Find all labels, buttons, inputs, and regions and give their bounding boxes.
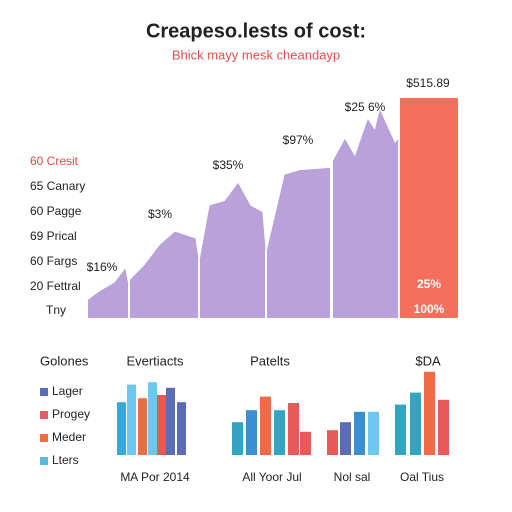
- chart-title: Patelts: [250, 353, 290, 368]
- area-fill: [88, 269, 128, 318]
- chart-subtitle: Bhick mayy mesk cheandayp: [172, 47, 340, 62]
- x-label: MA Por 2014: [120, 470, 190, 484]
- legend-label: Lager: [52, 384, 83, 398]
- legend-label: Meder: [52, 430, 86, 444]
- legend: Lager Progey Meder Lters: [40, 384, 90, 467]
- bar: [177, 402, 186, 455]
- area-fill: [333, 111, 398, 318]
- bar: [340, 422, 351, 455]
- annotation: $515.89: [406, 76, 450, 90]
- chart-title: $DA: [415, 353, 441, 368]
- bar: [300, 431, 311, 455]
- legend-label: Progey: [52, 407, 90, 421]
- chart-title: Evertiacts: [126, 353, 184, 368]
- annotation: $35%: [213, 158, 244, 172]
- bar: [148, 382, 157, 455]
- annotation: 100%: [414, 302, 445, 316]
- bar-charts: Evertiacts MA Por 2014 Patelts All Yoor Jul…: [117, 353, 449, 484]
- bar: [246, 410, 257, 455]
- x-label: All Yoor Jul: [242, 470, 301, 484]
- bar: [438, 399, 449, 455]
- legend-label: Lters: [52, 453, 79, 467]
- bar: [395, 404, 406, 455]
- row-label: 65 Canary: [30, 179, 85, 193]
- legend-swatch: [40, 434, 48, 442]
- legend-swatch: [40, 457, 48, 465]
- chart-title: Creapeso.lests of cost:: [146, 20, 366, 42]
- annotation: $25 6%: [345, 100, 386, 114]
- bar: [288, 403, 299, 455]
- x-label: Oal Tius: [400, 470, 444, 484]
- bar: [138, 398, 147, 455]
- row-label: 20 Fettral: [30, 279, 81, 293]
- bar: [354, 411, 365, 455]
- row-label: 69 Prical: [30, 229, 77, 243]
- area-fill: [200, 183, 265, 318]
- bar: [424, 371, 435, 455]
- bar: [400, 98, 458, 318]
- bar: [260, 396, 271, 455]
- x-label: Nol sal: [334, 470, 371, 484]
- area-fill: [130, 232, 198, 318]
- row-label: 60 Cresit: [30, 154, 79, 168]
- bar: [117, 402, 126, 455]
- bar: [327, 430, 338, 455]
- row-label: 60 Pagge: [30, 204, 82, 218]
- area-fill: [267, 168, 330, 318]
- annotation: $16%: [87, 260, 118, 274]
- annotation: $97%: [283, 133, 314, 147]
- annotation: $3%: [148, 207, 172, 221]
- bar: [368, 411, 379, 455]
- bar: [127, 384, 136, 455]
- annotations: $16% $3% $35% $97% $25 6% $515.89: [87, 76, 450, 274]
- row-label: Tny: [46, 303, 66, 317]
- annotation: 25%: [417, 277, 441, 291]
- legend-swatch: [40, 411, 48, 419]
- bar: [166, 387, 175, 455]
- legend-title: Golones: [40, 353, 89, 368]
- bar: [232, 422, 243, 455]
- legend-swatch: [40, 388, 48, 396]
- row-label: 60 Fargs: [30, 254, 77, 268]
- bar: [157, 395, 166, 455]
- left-labels: 60 Cresit 65 Canary 60 Pagge 69 Prical 6…: [30, 154, 85, 317]
- area-chart: 25% 100%: [87, 98, 458, 318]
- area-line: [87, 109, 399, 301]
- bar: [410, 392, 421, 455]
- bar: [274, 410, 285, 455]
